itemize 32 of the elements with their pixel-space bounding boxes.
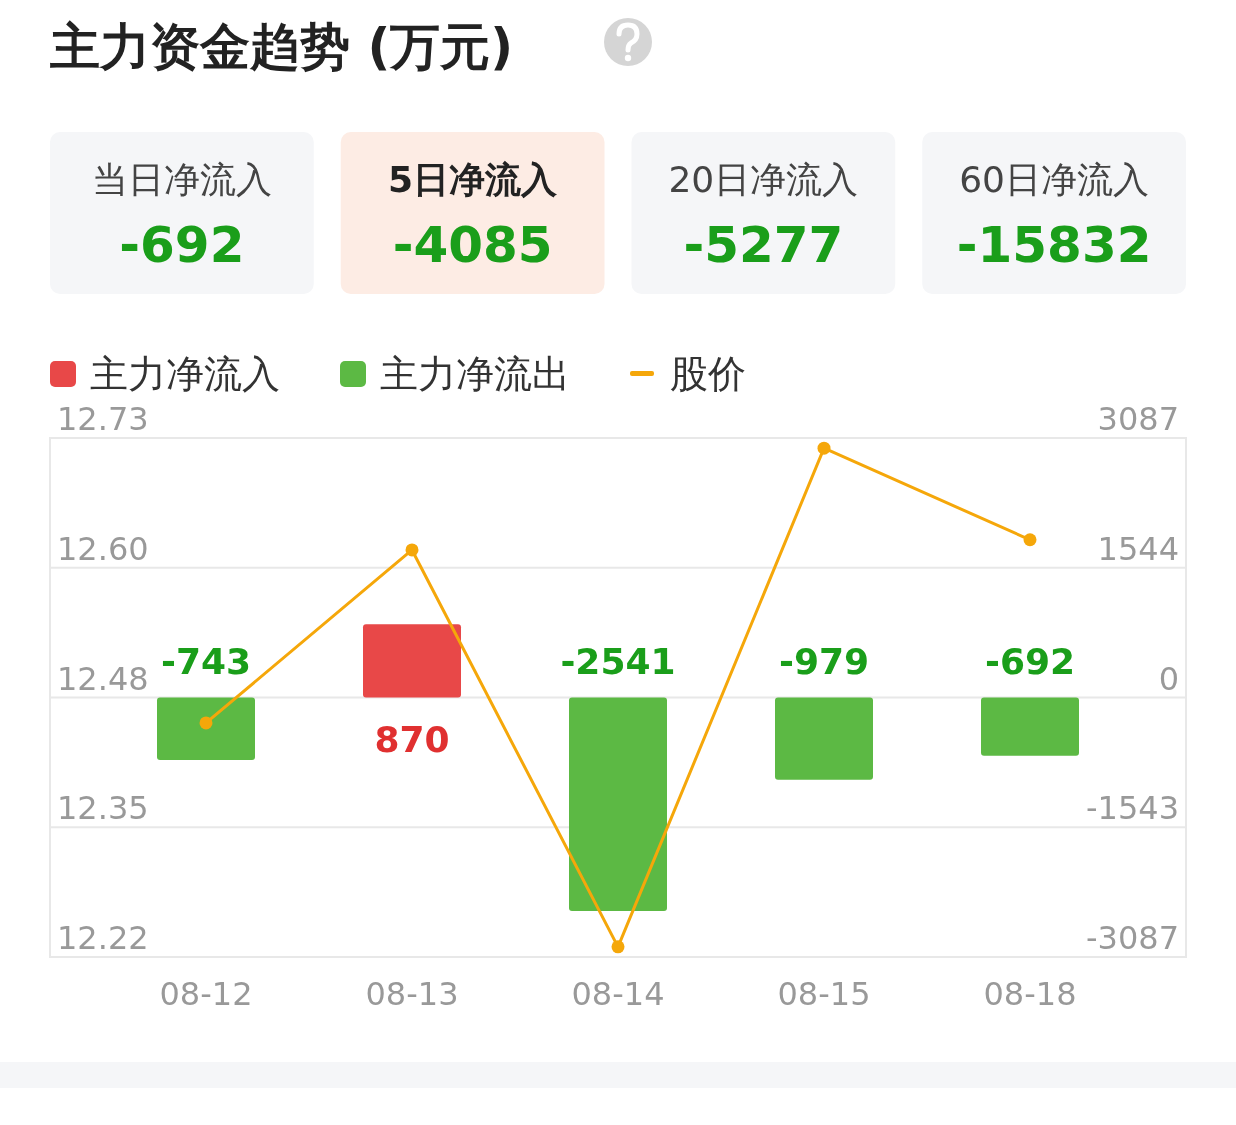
y2-tick-label: 1544 (1097, 529, 1179, 568)
legend-label: 主力净流出 (380, 352, 570, 396)
y2-tick-label: 3087 (1097, 400, 1179, 438)
y-tick-label: 12.35 (57, 789, 149, 828)
legend-label: 股价 (670, 352, 746, 396)
category-label: 60日净流入 (959, 159, 1150, 200)
x-tick-label: 08-13 (365, 975, 459, 1013)
y-tick-label: 12.60 (57, 529, 149, 568)
x-tick-label: 08-18 (983, 975, 1077, 1013)
category-label: 当日净流入 (91, 159, 272, 200)
data-label: -743 (160, 640, 252, 682)
data-label: -5277 (683, 216, 844, 274)
data-label: -15832 (956, 216, 1152, 274)
data-label: -692 (984, 640, 1076, 682)
data-label: -692 (119, 216, 245, 274)
legend-label: 主力净流入 (90, 352, 280, 396)
y2-tick-label: -3087 (1086, 919, 1179, 957)
y-tick-label: 12.22 (57, 919, 149, 957)
category-label: 5日净流入 (388, 159, 559, 200)
category-label: 20日净流入 (668, 159, 859, 200)
data-label: -979 (778, 640, 870, 682)
data-label: -4085 (392, 216, 553, 274)
y2-tick-label: 0 (1158, 659, 1179, 698)
y-tick-label: 12.48 (57, 659, 149, 698)
y-tick-label: 12.73 (57, 400, 149, 438)
x-tick-label: 08-15 (777, 975, 871, 1013)
x-tick-label: 08-14 (571, 975, 665, 1013)
data-label: -2541 (560, 640, 676, 682)
y2-tick-label: -1543 (1086, 789, 1179, 828)
text: 主力资金趋势 (万元) (49, 18, 514, 76)
x-tick-label: 08-12 (159, 975, 253, 1013)
data-label: 870 (374, 718, 450, 760)
